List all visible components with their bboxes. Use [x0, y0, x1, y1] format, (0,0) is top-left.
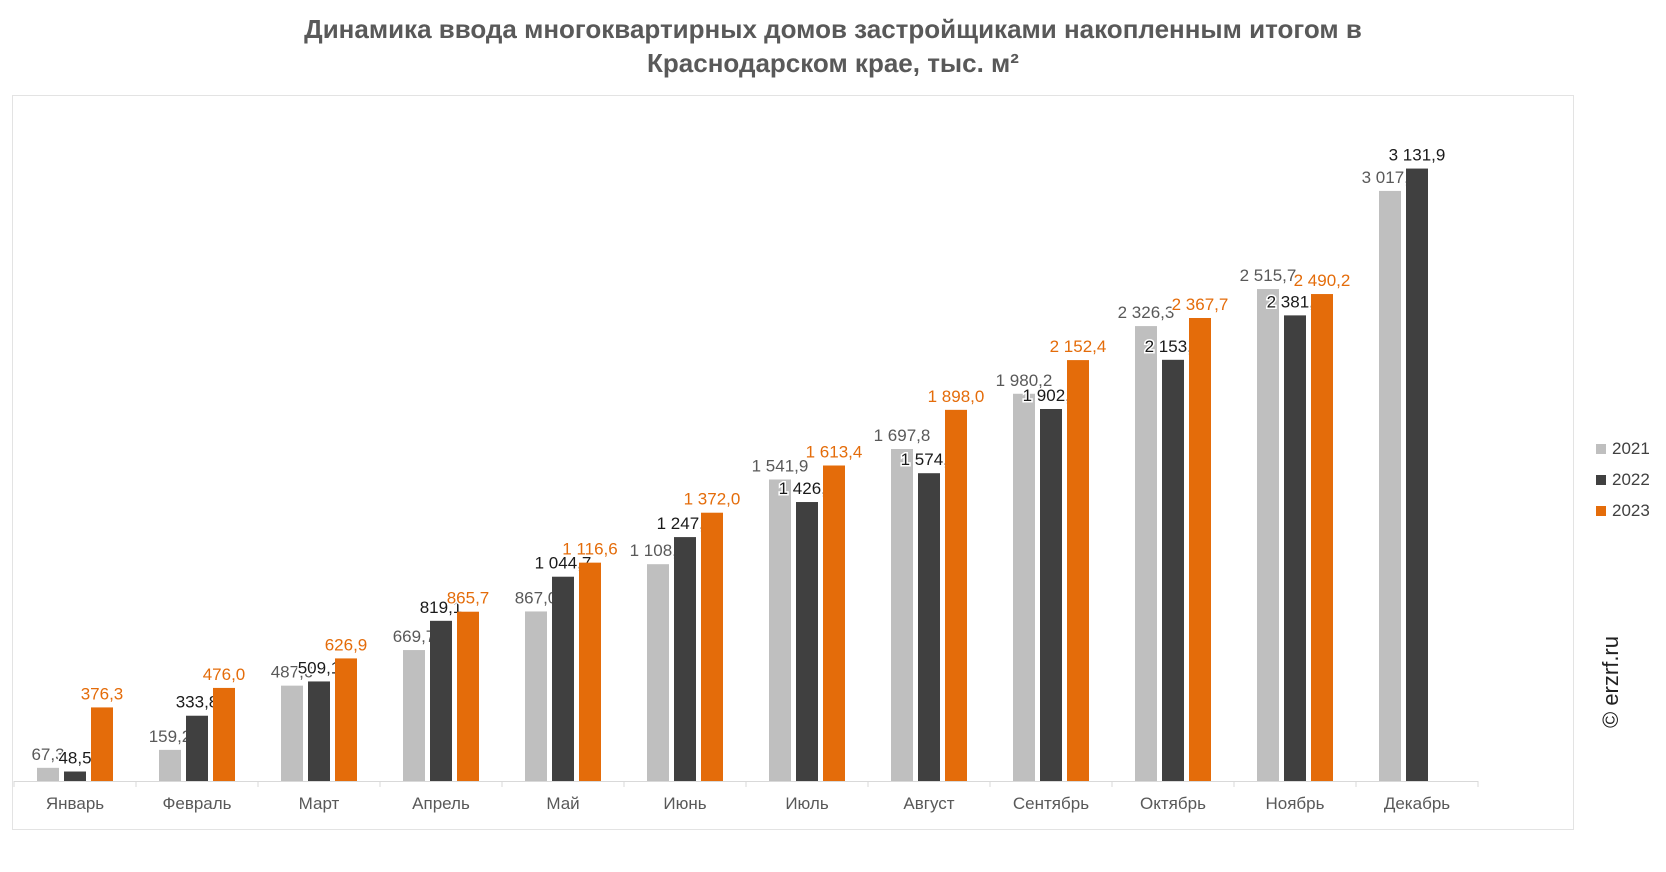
data-label-2022: 2 381,1 [1267, 292, 1324, 311]
bar-2021 [1257, 289, 1279, 781]
data-label-2022: 3 131,9 [1389, 146, 1446, 165]
bar-2022 [674, 537, 696, 781]
bar-2023 [335, 658, 357, 781]
x-tick-label: Ноябрь [1266, 794, 1325, 813]
x-tick-label: Июнь [663, 794, 706, 813]
bar-2021 [37, 767, 59, 781]
data-label-2023: 476,0 [203, 665, 246, 684]
data-label-2023: 865,7 [447, 589, 490, 608]
data-label-2022: 1 902,3 [1023, 386, 1080, 405]
data-label-2021: 1 108,7 [630, 541, 687, 560]
data-label-2023: 1 116,6 [562, 540, 617, 559]
bar-2022 [308, 681, 330, 781]
bar-2021 [403, 650, 425, 781]
x-tick-label: Август [903, 794, 954, 813]
x-tick-label: Февраль [162, 794, 231, 813]
x-tick-label: Май [546, 794, 579, 813]
data-label-2022: 1 044,7 [535, 554, 592, 573]
data-label-2023: 626,9 [325, 635, 368, 654]
data-label-2022: 1 247,3 [657, 514, 714, 533]
bar-2023 [945, 409, 967, 781]
legend-label-2021: 2021 [1612, 438, 1650, 458]
legend-label-2023: 2023 [1612, 500, 1650, 520]
chart-title-line-1: Динамика ввода многоквартирных домов зас… [304, 14, 1362, 44]
x-tick-label: Сентябрь [1013, 794, 1089, 813]
data-label-2021: 159,2 [149, 727, 192, 746]
data-label-2021: 669,7 [393, 627, 436, 646]
data-label-2023: 376,3 [81, 684, 124, 703]
data-label-2021: 2 515,7 [1240, 266, 1297, 285]
bar-2023 [1067, 360, 1089, 781]
bar-2022 [430, 620, 452, 781]
data-label-2023: 2 152,4 [1050, 337, 1107, 356]
legend-label-2022: 2022 [1612, 469, 1650, 489]
bar-2023 [91, 707, 113, 781]
x-tick-label: Март [299, 794, 340, 813]
data-label-2022: 2 153,9 [1145, 337, 1202, 356]
data-label-2022: 333,8 [176, 693, 219, 712]
bar-2021 [525, 611, 547, 781]
legend-item-2023: 2023 [1596, 495, 1650, 526]
legend-swatch-2021 [1596, 443, 1606, 454]
legend-swatch-2022 [1596, 474, 1606, 485]
bar-2023 [701, 512, 723, 781]
data-label-2023: 2 367,7 [1172, 295, 1229, 314]
data-label-2021: 3 017,5 [1362, 168, 1419, 187]
data-label-2021: 1 541,9 [752, 456, 809, 475]
bar-2022 [1284, 315, 1306, 781]
bar-2022 [1162, 359, 1184, 781]
legend-swatch-2023 [1596, 505, 1606, 516]
bar-2021 [1135, 326, 1157, 781]
bar-2021 [891, 448, 913, 781]
data-label-2022: 819,1 [420, 598, 463, 617]
bar-2021 [281, 685, 303, 781]
bar-2021 [769, 479, 791, 781]
data-label-2023: 2 490,2 [1294, 271, 1351, 290]
bar-2023 [457, 611, 479, 781]
bar-2023 [1189, 317, 1211, 781]
x-tick-label: Июль [785, 794, 829, 813]
data-label-2021: 67,3 [31, 745, 64, 764]
bar-2022 [796, 502, 818, 781]
bar-2023 [823, 465, 845, 781]
data-label-2021: 487,6 [271, 663, 314, 682]
bar-2021 [1379, 190, 1401, 782]
data-label-2022: 1 574,0 [901, 450, 958, 469]
x-tick-label: Декабрь [1384, 794, 1450, 813]
bar-2022 [918, 473, 940, 781]
bar-2021 [647, 564, 669, 781]
x-tick-label: Январь [46, 794, 104, 813]
bar-2022 [1406, 168, 1428, 782]
data-label-2022: 48,5 [58, 749, 91, 768]
legend-item-2021: 2021 [1596, 433, 1650, 464]
data-label-2021: 2 326,3 [1118, 303, 1175, 322]
bar-2023 [1311, 294, 1333, 781]
bar-2022 [186, 715, 208, 781]
data-label-2021: 1 697,8 [874, 426, 931, 445]
source-credit: © erzrf.ru [1598, 636, 1623, 728]
legend: 2021 2022 2023 [1596, 433, 1650, 526]
data-label-2021: 867,0 [515, 588, 558, 607]
bar-2022 [1040, 409, 1062, 781]
data-label-2023: 1 613,4 [806, 442, 863, 461]
chart-title-line-2: Краснодарском крае, тыс. м² [647, 48, 1019, 78]
bar-2021 [1013, 393, 1035, 781]
x-tick-label: Апрель [412, 794, 470, 813]
x-tick-label: Октябрь [1140, 794, 1206, 813]
data-label-2022: 509,1 [298, 658, 341, 677]
chart-title: Динамика ввода многоквартирных домов зас… [0, 12, 1666, 80]
bar-2022 [552, 576, 574, 781]
legend-item-2022: 2022 [1596, 464, 1650, 495]
bar-2023 [579, 562, 601, 781]
bar-2021 [159, 749, 181, 781]
plot-area-frame [12, 95, 1574, 830]
data-label-2023: 1 372,0 [684, 490, 741, 509]
bar-2022 [64, 771, 86, 781]
data-label-2023: 1 898,0 [928, 387, 985, 406]
data-label-2022: 1 426,6 [779, 479, 836, 498]
data-label-2021: 1 980,2 [996, 371, 1053, 390]
bar-2023 [213, 687, 235, 781]
